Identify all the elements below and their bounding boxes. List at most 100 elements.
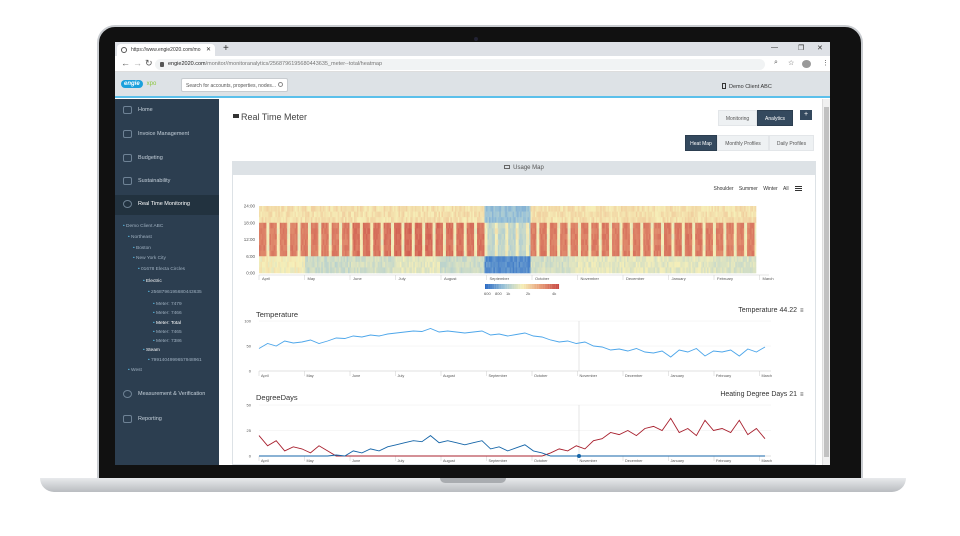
tree-node[interactable]: Steam <box>143 348 160 354</box>
heatmap-cell <box>349 217 352 224</box>
logo[interactable]: engie xpo <box>121 80 156 88</box>
heatmap-cell <box>267 228 270 235</box>
tree-node[interactable]: New York City <box>133 256 166 262</box>
tree-node[interactable]: Northeast <box>128 235 152 241</box>
heatmap-cell <box>264 267 267 274</box>
heatmap-cell <box>613 228 616 235</box>
heatmap-cell <box>727 206 730 212</box>
heatmap-cell <box>365 228 368 235</box>
subtab-daily-profiles[interactable]: Daily Profiles <box>769 135 814 151</box>
heatmap-cell <box>739 206 742 212</box>
heatmap-cell <box>714 261 717 268</box>
menu-kebab-icon[interactable]: ⋮ <box>822 60 829 67</box>
search-input[interactable]: Search for accounts, properties, nodes..… <box>181 78 288 92</box>
tree-node[interactable]: Demo Client ABC <box>123 224 163 230</box>
filter-all[interactable]: All <box>783 186 789 192</box>
client-selector[interactable]: Demo Client ABC <box>722 83 772 90</box>
heatmap-cell <box>435 261 438 268</box>
heatmap-cell <box>285 256 288 263</box>
heatmap-cell <box>536 250 539 257</box>
heatmap-cell <box>664 206 666 212</box>
tree-node[interactable]: Electric <box>143 279 162 285</box>
heatmap-cell <box>644 206 647 212</box>
tree-node[interactable]: Meter: 7465 <box>153 330 182 336</box>
heatmap-cell <box>601 211 604 218</box>
tree-node[interactable]: Meter: 7466 <box>153 311 182 317</box>
heatmap-cell <box>420 239 423 246</box>
tab-monitoring[interactable]: Monitoring <box>718 110 757 126</box>
sidebar-item-reporting[interactable]: Reporting <box>115 410 219 430</box>
back-icon[interactable]: ← <box>121 58 130 68</box>
tab-analytics[interactable]: Analytics <box>757 110 793 126</box>
heatmap-cell <box>742 222 745 229</box>
profile-icon[interactable] <box>802 60 811 68</box>
heatmap-cell <box>613 211 616 218</box>
heatmap-cell <box>457 239 460 246</box>
heatmap-cell <box>533 211 536 218</box>
restore-icon[interactable]: ❐ <box>798 45 805 52</box>
forward-icon[interactable]: → <box>133 58 142 68</box>
zoom-icon[interactable]: ⌕ <box>774 59 778 66</box>
heatmap-cell <box>714 211 717 218</box>
heatmap-cell <box>303 233 306 240</box>
tree-node[interactable]: 01678 Electa Circles <box>138 267 185 273</box>
tree-node[interactable]: West <box>128 368 142 374</box>
subtab-monthly-profiles[interactable]: Monthly Profiles <box>717 135 769 151</box>
browser-tab[interactable]: https://www.engie2020.com/mo ✕ <box>117 44 215 56</box>
heatmap-cell <box>419 222 422 229</box>
new-tab-button[interactable]: + <box>223 43 229 54</box>
heatmap-cell <box>615 261 617 268</box>
close-tab-icon[interactable]: ✕ <box>205 47 211 53</box>
tree-node[interactable]: Boston <box>133 246 151 252</box>
heatmap-cell <box>652 211 654 218</box>
minimize-icon[interactable]: — <box>771 44 778 51</box>
add-button[interactable]: + <box>800 110 812 120</box>
heatmap-cell <box>494 222 497 229</box>
heatmap-cell <box>702 239 705 246</box>
sidebar-item-measurement-verification[interactable]: Measurement & Verification <box>115 385 219 405</box>
heatmap-cell <box>508 267 511 274</box>
filter-shoulder[interactable]: Shoulder <box>713 186 734 192</box>
heatmap-cell <box>359 211 362 218</box>
heatmap-cell <box>324 239 327 246</box>
heatmap-cell <box>665 256 668 263</box>
heatmap-cell <box>340 211 343 218</box>
heatmap-cell <box>483 222 485 229</box>
filter-winter[interactable]: Winter <box>763 186 778 192</box>
sidebar-item-real-time-monitoring[interactable]: Real Time Monitoring <box>115 195 219 215</box>
heatmap-cell <box>612 217 614 224</box>
tree-node[interactable]: 7991404999657948961 <box>148 358 202 364</box>
url-input[interactable]: engie2020.com/monitor//monitoranalytics/… <box>155 59 765 70</box>
heatmap-cell <box>536 206 539 212</box>
scrollbar[interactable] <box>822 99 830 465</box>
heatmap-cell <box>279 222 282 229</box>
tree-node[interactable]: Meter: 7386 <box>153 339 182 345</box>
heatmap-cell <box>534 211 537 218</box>
heatmap-cell <box>702 211 705 218</box>
heatmap-cell <box>680 228 683 235</box>
sidebar-item-budgeting[interactable]: Budgeting <box>115 149 219 169</box>
heatmap-cell <box>442 267 445 274</box>
heatmap-cell <box>376 245 378 251</box>
heatmap-cell <box>603 245 605 251</box>
heatmap-cell <box>583 267 586 274</box>
subtab-heat-map[interactable]: Heat Map <box>685 135 717 151</box>
heatmap-cell <box>417 217 420 224</box>
heatmap-cell <box>391 267 393 274</box>
heatmap-cell <box>609 228 611 235</box>
reload-icon[interactable]: ↻ <box>145 58 153 68</box>
filter-summer[interactable]: Summer <box>738 186 758 192</box>
close-window-icon[interactable]: ✕ <box>817 45 823 52</box>
tree-node[interactable]: Meter: Total <box>153 321 181 327</box>
sidebar-item-sustainability[interactable]: Sustainability <box>115 172 219 192</box>
heatmap-cell <box>300 239 303 246</box>
tree-node[interactable]: 2568796195680443635 <box>148 290 202 296</box>
tree-node[interactable]: Meter: 7479 <box>153 302 182 308</box>
heatmap-cell <box>445 239 448 246</box>
chart-menu-icon[interactable] <box>795 186 802 191</box>
heatmap-cell <box>451 233 454 240</box>
sidebar-item-home[interactable]: Home <box>115 101 219 121</box>
star-icon[interactable]: ☆ <box>788 60 795 67</box>
sidebar-item-invoice-management[interactable]: Invoice Management <box>115 125 219 145</box>
heatmap-cell <box>551 217 554 224</box>
